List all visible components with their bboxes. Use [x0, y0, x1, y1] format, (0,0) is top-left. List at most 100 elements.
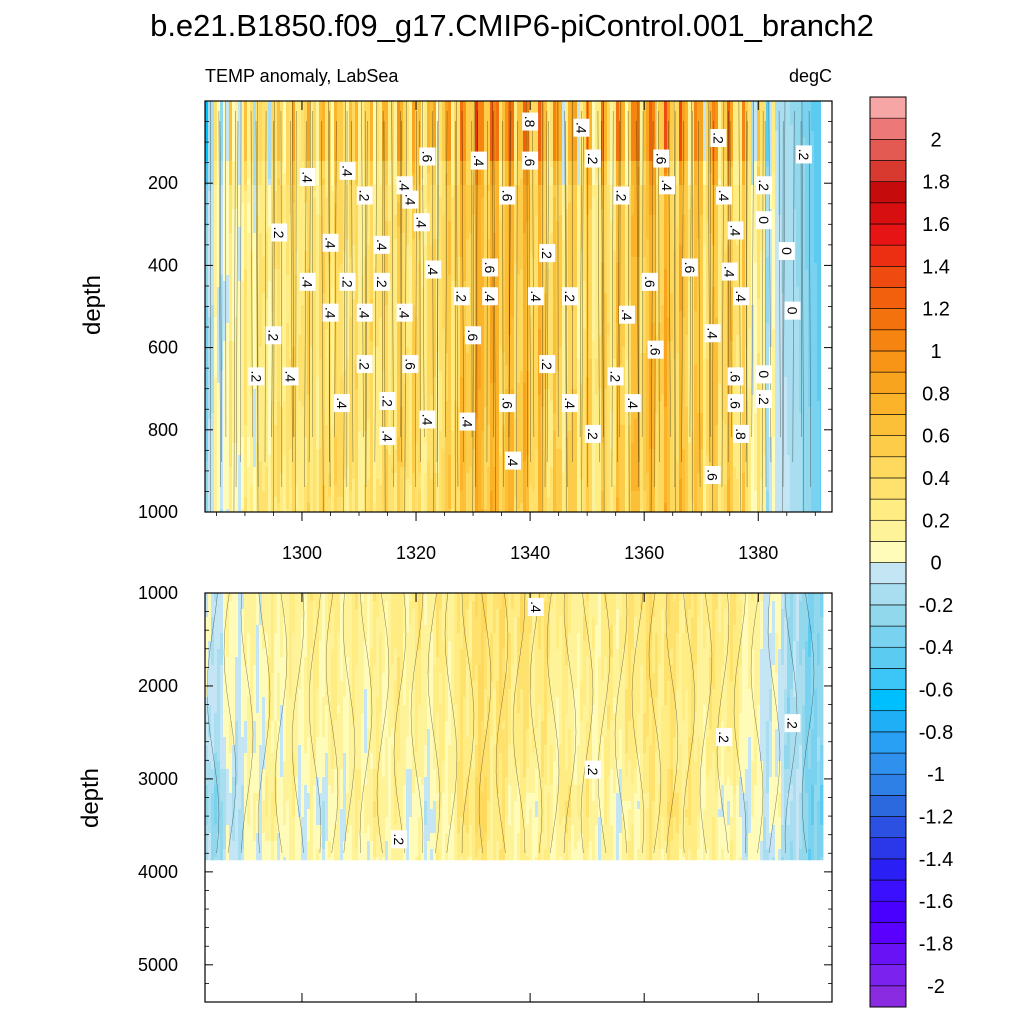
field-cell [259, 191, 263, 198]
field-cell [325, 365, 329, 372]
field-cell [415, 329, 419, 336]
field-cell [403, 101, 407, 108]
field-cell [418, 323, 422, 330]
field-cell [304, 137, 308, 144]
field-cell [268, 215, 272, 222]
field-cell [352, 251, 356, 258]
field-cell [304, 359, 308, 366]
field-cell [238, 209, 242, 216]
field-cell [304, 503, 308, 510]
field-cell [229, 491, 233, 498]
field-cell [313, 461, 317, 468]
field-cell [286, 383, 290, 390]
field-cell [289, 407, 293, 414]
field-cell [253, 101, 257, 108]
field-cell [355, 431, 359, 438]
field-cell [289, 431, 293, 438]
field-cell [292, 101, 296, 108]
field-cell [253, 419, 257, 426]
field-cell [301, 107, 305, 114]
field-cell [355, 167, 359, 174]
field-cell [319, 203, 323, 210]
field-cell [256, 101, 260, 108]
field-cell [376, 203, 380, 210]
field-cell [295, 191, 299, 198]
field-cell [268, 467, 272, 474]
field-cell [232, 317, 236, 324]
field-cell [391, 137, 395, 144]
field-cell [337, 257, 341, 264]
field-cell [244, 377, 248, 384]
field-cell [301, 461, 305, 468]
field-cell [271, 401, 275, 408]
field-cell [223, 293, 227, 300]
field-cell [352, 293, 356, 300]
field-cell [364, 275, 368, 282]
field-cell [412, 239, 416, 246]
field-cell [265, 275, 269, 282]
field-cell [373, 437, 377, 444]
field-cell [286, 179, 290, 186]
field-cell [409, 287, 413, 294]
field-cell [208, 329, 212, 336]
field-cell [313, 263, 317, 270]
field-cell [364, 113, 368, 120]
field-cell [295, 209, 299, 216]
field-cell [229, 299, 233, 306]
field-cell [274, 293, 278, 300]
field-cell [238, 185, 242, 192]
field-cell [238, 119, 242, 126]
field-cell [298, 365, 302, 372]
field-cell [244, 245, 248, 252]
field-cell [373, 389, 377, 396]
field-cell [337, 185, 341, 192]
field-cell [391, 209, 395, 216]
field-cell [247, 245, 251, 252]
field-cell [214, 173, 218, 180]
field-cell [244, 305, 248, 312]
field-cell [229, 239, 233, 246]
field-cell [349, 401, 353, 408]
field-cell [400, 491, 404, 498]
field-cell [292, 437, 296, 444]
field-cell [376, 107, 380, 114]
field-cell [394, 413, 398, 420]
field-cell [205, 509, 209, 512]
field-cell [238, 497, 242, 504]
field-cell [268, 383, 272, 390]
field-cell [358, 179, 362, 186]
field-cell [226, 503, 230, 510]
field-cell [373, 401, 377, 408]
field-cell [325, 425, 329, 432]
field-cell [244, 143, 248, 150]
field-cell [217, 335, 221, 342]
field-cell [274, 119, 278, 126]
field-cell [394, 335, 398, 342]
field-cell [259, 473, 263, 480]
field-cell [265, 143, 269, 150]
field-cell [331, 437, 335, 444]
field-cell [304, 131, 308, 138]
field-cell [244, 413, 248, 420]
field-cell [334, 491, 338, 498]
field-cell [325, 377, 329, 384]
field-cell [211, 449, 215, 456]
field-cell [400, 221, 404, 228]
field-cell [313, 101, 317, 108]
field-cell [277, 239, 281, 246]
field-cell [271, 383, 275, 390]
field-cell [307, 419, 311, 426]
field-cell [208, 485, 212, 492]
field-cell [406, 155, 410, 162]
field-cell [298, 125, 302, 132]
field-cell [415, 371, 419, 378]
field-cell [376, 293, 380, 300]
field-cell [397, 503, 401, 510]
field-cell [385, 263, 389, 270]
field-cell [262, 233, 266, 240]
field-cell [208, 281, 212, 288]
field-cell [235, 155, 239, 162]
field-cell [331, 509, 335, 512]
field-cell [235, 503, 239, 510]
field-cell [226, 239, 230, 246]
